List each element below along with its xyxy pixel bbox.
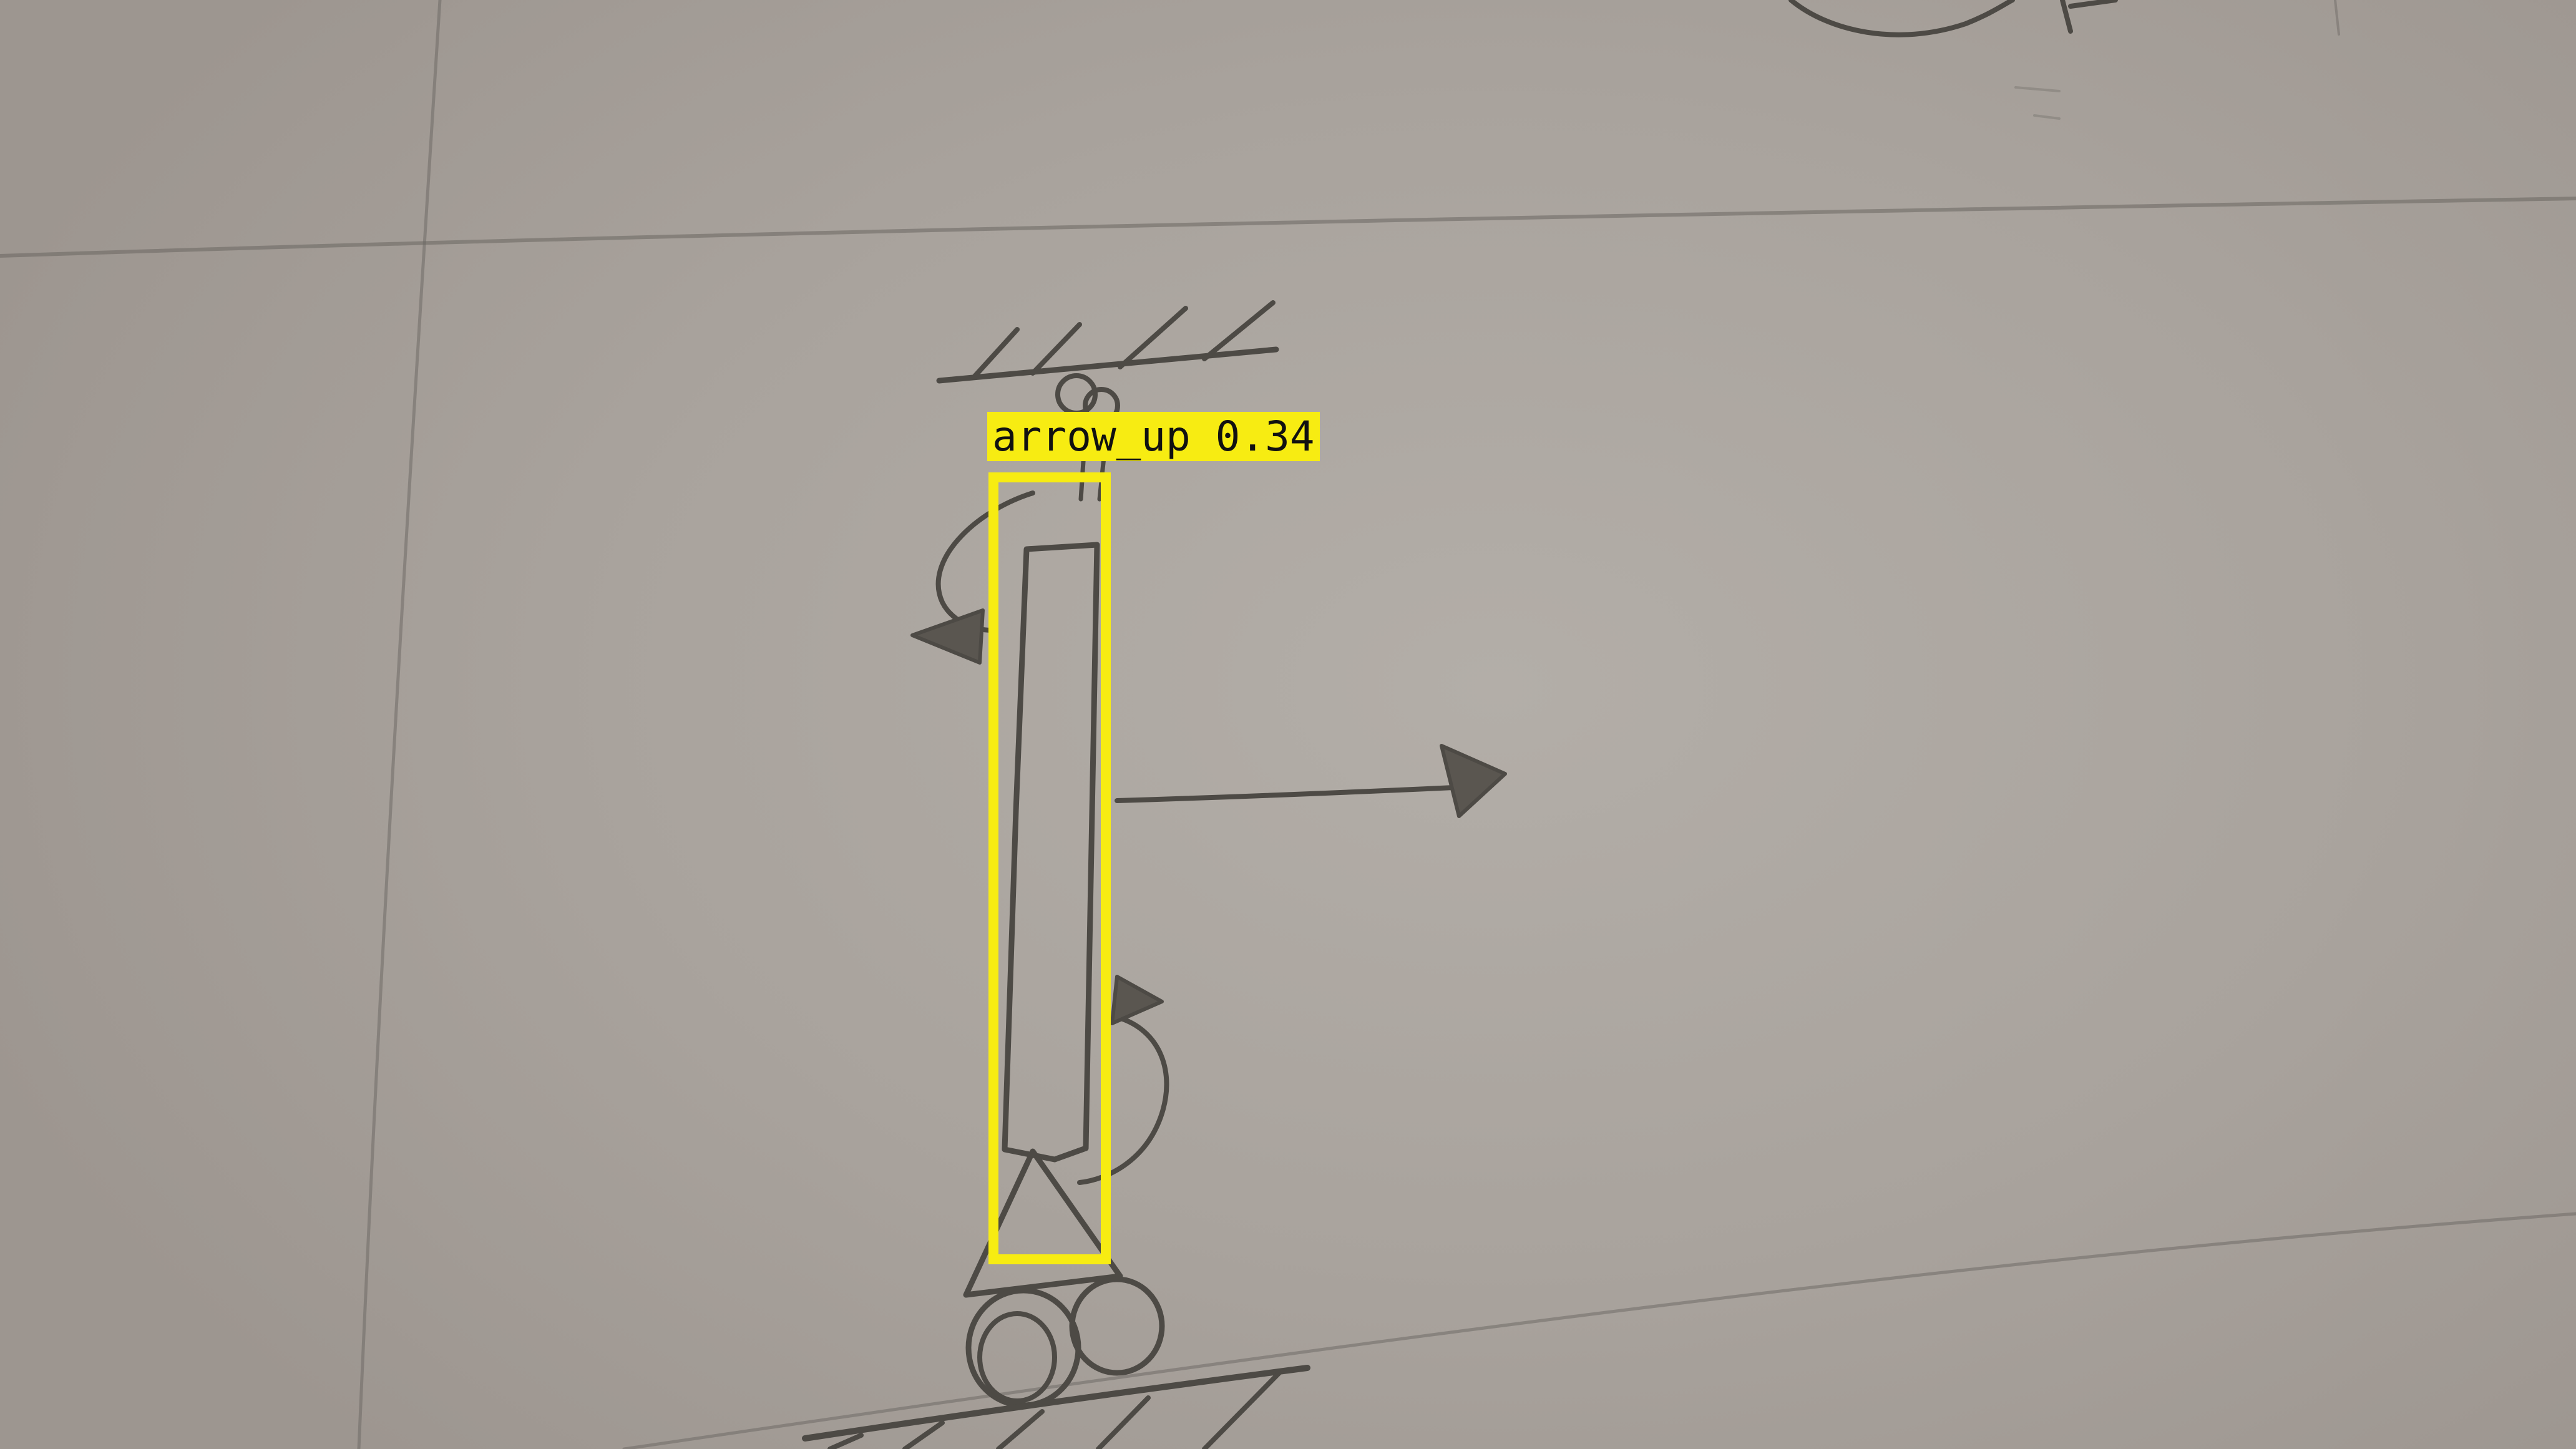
pencil-line-top bbox=[0, 197, 2576, 258]
ground-hatching bbox=[802, 1365, 1310, 1449]
detection-score: 0.34 bbox=[1215, 412, 1315, 461]
roller-supports bbox=[965, 1276, 1165, 1408]
force-arrowhead bbox=[1440, 744, 1507, 818]
support-triangle bbox=[963, 1148, 1123, 1298]
force-arrow-shaft bbox=[1115, 785, 1456, 803]
detection-label: arrow_up 0.34 bbox=[987, 412, 1320, 461]
detection-bounding-box bbox=[988, 472, 1111, 1264]
pencil-line-right bbox=[2334, 0, 2340, 36]
moment-arrowhead-left bbox=[910, 608, 985, 665]
pencil-smudge bbox=[2014, 86, 2061, 120]
pencil-line-left bbox=[357, 0, 442, 1449]
sketch-fragment-top-tick bbox=[2060, 0, 2118, 34]
fixed-support-top bbox=[936, 300, 1279, 384]
detection-class-name: arrow_up bbox=[992, 412, 1191, 461]
moment-arrowhead-right bbox=[1110, 975, 1164, 1025]
beam bbox=[1002, 542, 1100, 1163]
sketch-fragment-top bbox=[1788, 0, 2015, 37]
pencil-line-bottom bbox=[622, 1212, 2576, 1449]
